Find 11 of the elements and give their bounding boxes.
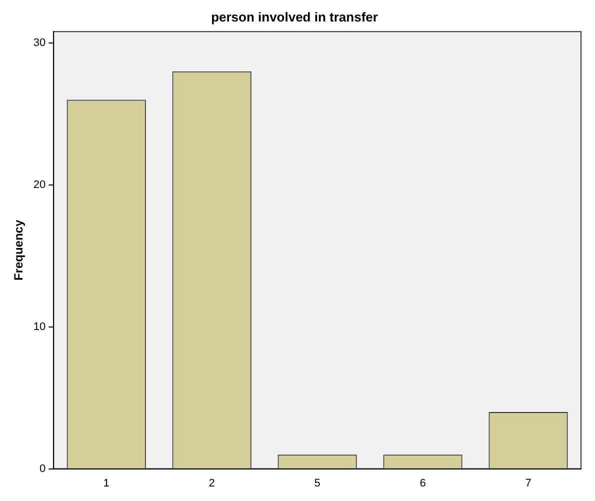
y-tick-label: 20 [33,178,46,191]
x-tick-label: 7 [525,477,532,490]
y-axis-title: Frequency [12,220,26,281]
x-tick-label: 2 [208,477,215,490]
x-tick-label: 1 [103,477,110,490]
x-tick-label: 6 [420,477,426,490]
y-tick-label: 10 [33,320,46,333]
x-tick-label: 5 [314,477,320,490]
y-tick-label: 0 [40,462,46,475]
y-tick-label: 30 [33,36,46,49]
chart-title: person involved in transfer [211,9,378,24]
